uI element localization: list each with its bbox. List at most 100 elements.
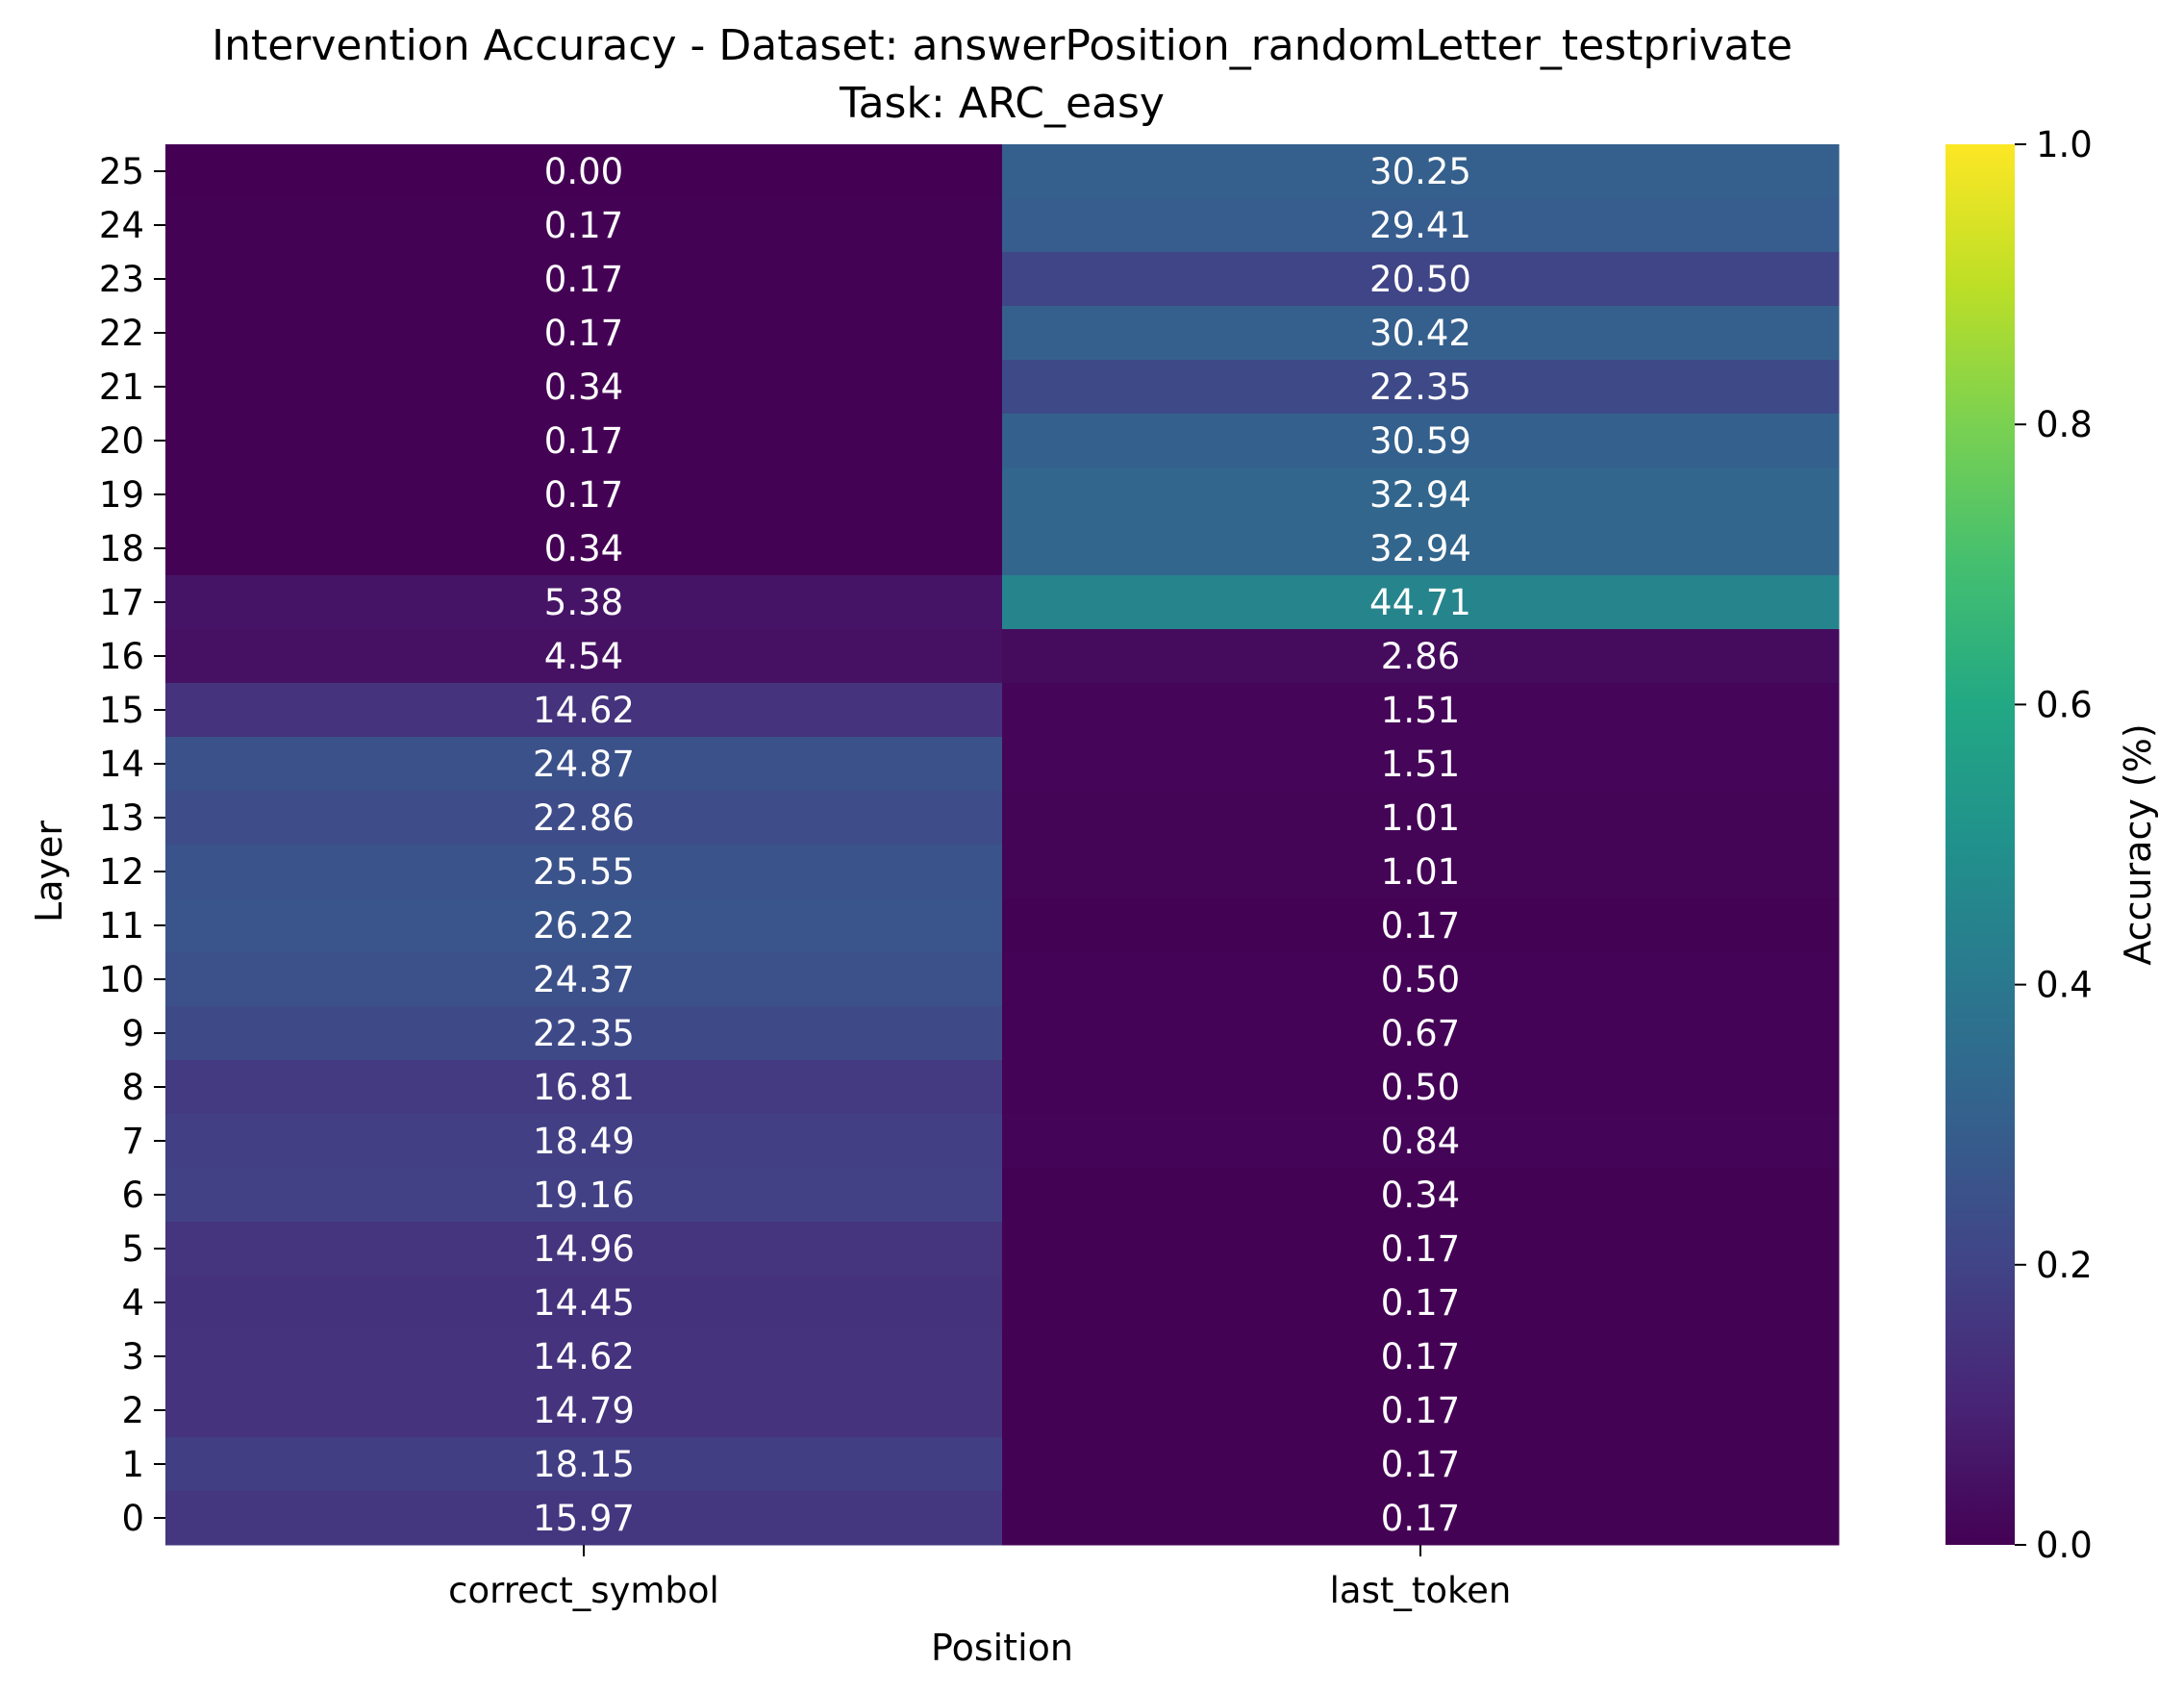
y-tick-label: 25 xyxy=(99,151,144,192)
heatmap-cell xyxy=(1002,952,1840,1007)
colorbar-label: Accuracy (%) xyxy=(2117,723,2159,965)
cell-value-label: 0.17 xyxy=(1381,905,1460,947)
cell-value-label: 24.87 xyxy=(533,744,635,785)
y-tick-label: 6 xyxy=(121,1175,144,1216)
heatmap-cell xyxy=(165,1168,1003,1223)
y-tick-label: 12 xyxy=(99,851,144,893)
y-tick-label: 3 xyxy=(121,1336,144,1377)
heatmap-cell xyxy=(1002,306,1840,361)
y-tick-label: 1 xyxy=(121,1444,144,1485)
cell-value-label: 0.17 xyxy=(1381,1444,1460,1485)
y-axis: 2524232221201918171615141312111098765432… xyxy=(99,151,165,1539)
cell-value-label: 2.86 xyxy=(1381,636,1460,677)
heatmap-cell xyxy=(1002,629,1840,684)
heatmap-cell xyxy=(1002,1114,1840,1169)
heatmap-cell xyxy=(165,1491,1003,1546)
cell-value-label: 0.34 xyxy=(1381,1175,1460,1216)
cell-value-label: 14.96 xyxy=(533,1228,635,1270)
heatmap-cell xyxy=(1002,414,1840,468)
heatmap-cell xyxy=(1002,1222,1840,1276)
cell-value-label: 14.62 xyxy=(533,690,635,731)
colorbar-tick-label: 0.8 xyxy=(2036,404,2093,445)
y-tick-label: 23 xyxy=(99,259,144,300)
cell-value-label: 22.35 xyxy=(1369,366,1471,408)
heatmap-cell xyxy=(165,737,1003,792)
heatmap-cell xyxy=(1002,252,1840,307)
heatmap-cell xyxy=(1002,683,1840,738)
y-tick-label: 9 xyxy=(121,1013,144,1054)
colorbar-tick-label: 0.2 xyxy=(2036,1245,2093,1286)
heatmap-cell xyxy=(1002,1329,1840,1384)
cell-value-label: 0.17 xyxy=(1381,1228,1460,1270)
heatmap-cell xyxy=(1002,360,1840,415)
y-tick-label: 24 xyxy=(99,205,144,246)
cell-value-label: 0.00 xyxy=(544,151,623,192)
cell-value-label: 0.84 xyxy=(1381,1121,1460,1162)
heatmap-cell xyxy=(165,575,1003,630)
cell-value-label: 0.17 xyxy=(544,420,623,462)
x-tick-label: last_token xyxy=(1330,1570,1512,1611)
heatmap-cell xyxy=(1002,737,1840,792)
heatmap-cell xyxy=(165,1437,1003,1492)
y-tick-label: 13 xyxy=(99,797,144,839)
cell-value-label: 14.79 xyxy=(533,1390,635,1431)
cell-value-label: 0.17 xyxy=(544,474,623,516)
heatmap-cell xyxy=(1002,1060,1840,1115)
y-tick-label: 0 xyxy=(121,1498,144,1539)
heatmap-cell xyxy=(1002,845,1840,899)
cell-value-label: 1.51 xyxy=(1381,744,1460,785)
cell-value-label: 24.37 xyxy=(533,959,635,1000)
heatmap-cell xyxy=(1002,898,1840,953)
heatmap-cell xyxy=(165,1276,1003,1330)
x-axis: correct_symbol last_token xyxy=(448,1545,1511,1611)
cell-value-label: 18.15 xyxy=(533,1444,635,1485)
cell-value-label: 0.17 xyxy=(544,313,623,354)
colorbar-tick-label: 0.0 xyxy=(2036,1525,2093,1566)
colorbar-tick-label: 0.4 xyxy=(2036,965,2093,1006)
cell-value-label: 30.25 xyxy=(1369,151,1471,192)
colorbar-tick-label: 1.0 xyxy=(2036,124,2093,165)
y-tick-label: 4 xyxy=(121,1282,144,1324)
cell-value-label: 5.38 xyxy=(544,582,623,623)
y-axis-label: Layer xyxy=(28,821,70,922)
heatmap-cell xyxy=(165,1383,1003,1438)
cell-value-label: 0.17 xyxy=(544,259,623,300)
heatmap-cell xyxy=(165,683,1003,738)
cell-value-label: 30.59 xyxy=(1369,420,1471,462)
y-tick-label: 15 xyxy=(99,690,144,731)
chart-subtitle: Task: ARC_easy xyxy=(839,79,1165,128)
y-tick-label: 17 xyxy=(99,582,144,623)
cell-value-label: 18.49 xyxy=(533,1121,635,1162)
cell-value-label: 15.97 xyxy=(533,1498,635,1539)
cell-value-label: 16.81 xyxy=(533,1067,635,1108)
chart-title: Intervention Accuracy - Dataset: answerP… xyxy=(212,21,1793,70)
heatmap-cell xyxy=(165,952,1003,1007)
cell-value-label: 44.71 xyxy=(1369,582,1471,623)
heatmap-cell xyxy=(165,360,1003,415)
heatmap-cell xyxy=(165,198,1003,253)
cell-value-label: 22.35 xyxy=(533,1013,635,1054)
heatmap-cell xyxy=(165,791,1003,846)
cell-value-label: 22.86 xyxy=(533,797,635,839)
heatmap-cell xyxy=(165,1329,1003,1384)
cell-value-label: 1.01 xyxy=(1381,851,1460,893)
heatmap-cell xyxy=(1002,575,1840,630)
cell-value-label: 0.17 xyxy=(544,205,623,246)
cell-value-label: 20.50 xyxy=(1369,259,1471,300)
colorbar-ticks: 0.0 0.2 0.4 0.6 0.8 1.0 xyxy=(2015,124,2093,1566)
cell-value-label: 19.16 xyxy=(533,1175,635,1216)
heatmap-cell xyxy=(165,1222,1003,1276)
heatmap-cell xyxy=(165,414,1003,468)
cell-value-label: 0.34 xyxy=(544,366,623,408)
cell-value-label: 14.45 xyxy=(533,1282,635,1324)
y-tick-label: 8 xyxy=(121,1067,144,1108)
colorbar-tick-label: 0.6 xyxy=(2036,684,2093,725)
y-tick-label: 19 xyxy=(99,474,144,516)
cell-value-label: 0.17 xyxy=(1381,1336,1460,1377)
y-tick-label: 10 xyxy=(99,959,144,1000)
heatmap-cell xyxy=(165,1114,1003,1169)
cell-value-label: 1.01 xyxy=(1381,797,1460,839)
cell-value-label: 30.42 xyxy=(1369,313,1471,354)
y-tick-label: 21 xyxy=(99,366,144,408)
